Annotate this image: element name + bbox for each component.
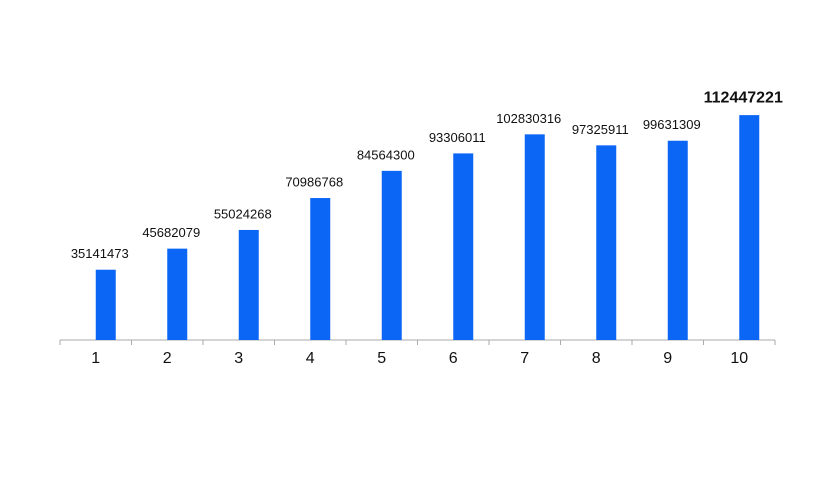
value-label: 97325911 <box>572 122 629 137</box>
value-label: 93306011 <box>429 130 486 145</box>
x-tick-label: 3 <box>234 350 243 367</box>
x-tick-label: 1 <box>91 350 100 367</box>
bar <box>524 134 545 340</box>
x-tick-label: 8 <box>592 350 601 367</box>
bar <box>95 269 116 340</box>
bar <box>453 153 474 340</box>
bar <box>381 170 402 340</box>
value-label: 99631309 <box>643 117 701 132</box>
value-label: 84564300 <box>357 147 415 162</box>
bar <box>310 198 331 340</box>
bar <box>667 140 688 340</box>
bar <box>739 115 760 340</box>
value-label: 45682079 <box>142 225 200 240</box>
bar <box>596 145 617 340</box>
value-label: 102830316 <box>496 111 561 126</box>
x-tick-label: 2 <box>163 350 172 367</box>
x-tick-label: 6 <box>449 350 458 367</box>
x-tick-label: 9 <box>663 350 672 367</box>
x-tick-label: 7 <box>520 350 529 367</box>
bar <box>167 248 188 340</box>
x-tick-label: 4 <box>306 350 315 367</box>
x-tick-label: 5 <box>377 350 386 367</box>
value-label: 70986768 <box>285 174 343 189</box>
value-label: 35141473 <box>71 246 129 261</box>
x-tick-label: 10 <box>730 350 748 367</box>
value-label: 112447221 <box>704 89 783 106</box>
bar <box>238 229 259 340</box>
value-label: 55024268 <box>214 206 272 221</box>
